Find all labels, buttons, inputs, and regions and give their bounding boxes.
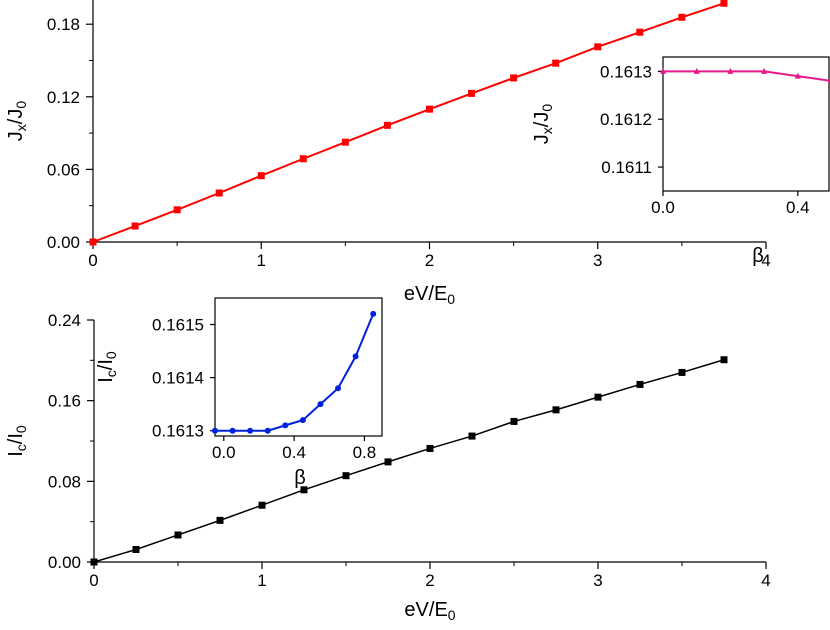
data-point	[794, 72, 801, 79]
x-tick-label: 3	[593, 251, 602, 270]
data-point	[257, 172, 265, 180]
x-tick-label: 1	[257, 251, 266, 270]
y-tick-label: 0.1615	[152, 316, 204, 335]
x-axis-title: eV/E0	[404, 283, 455, 307]
y-tick-label: 0.1612	[600, 110, 652, 129]
data-point	[300, 486, 308, 494]
series-line	[215, 313, 375, 432]
data-point	[510, 417, 518, 425]
bottom-main: 0 1 2 3 4 0.00 0.08 0.16 0.24 eV/E0 Ic/I0	[5, 311, 771, 623]
data-point	[552, 59, 560, 67]
x-tick-label: 2	[425, 251, 434, 270]
data-point	[342, 472, 350, 480]
inset-frame	[662, 56, 830, 192]
x-tick-label: 0	[88, 251, 97, 270]
top-main: 0 1 2 3 4 0.00 0.06 0.12 0.18 eV/E0 Jx/J0	[5, 0, 771, 307]
data-point	[727, 67, 734, 74]
data-point	[552, 406, 560, 414]
data-point	[678, 368, 686, 376]
data-point	[594, 43, 602, 51]
data-point	[636, 380, 644, 388]
data-point	[258, 501, 266, 509]
y-tick-label: 0.08	[48, 472, 81, 491]
data-point	[335, 385, 342, 392]
data-point	[264, 427, 271, 434]
y-tick-label: 0.16	[48, 392, 81, 411]
data-point	[341, 138, 349, 146]
data-point	[510, 74, 518, 82]
data-point	[174, 531, 182, 539]
data-point	[426, 105, 433, 113]
data-point	[215, 189, 223, 197]
x-tick-label: 0	[89, 571, 98, 590]
series-line	[92, 2, 725, 243]
data-point	[282, 422, 289, 429]
data-point	[426, 444, 434, 452]
data-point	[89, 238, 97, 246]
data-point	[370, 310, 377, 317]
x-tick-label: 3	[593, 571, 602, 590]
data-point	[216, 516, 224, 524]
inset-frame	[214, 297, 383, 437]
y-tick-label: 0.1613	[152, 422, 204, 441]
y-axis-title: Ic/I0	[5, 425, 29, 457]
x-tick-label: 0.4	[786, 198, 810, 217]
y-tick-label: 0.1614	[152, 369, 204, 388]
data-point	[693, 67, 700, 74]
data-point	[317, 401, 324, 408]
data-point	[468, 89, 476, 97]
data-point	[384, 458, 392, 466]
data-point	[761, 67, 768, 74]
data-point	[352, 353, 359, 360]
y-tick-label: 0.06	[47, 160, 80, 179]
y-tick-label: 0.24	[48, 311, 81, 330]
data-point	[299, 155, 307, 163]
y-tick-label: 0.1613	[600, 62, 652, 81]
data-point	[212, 427, 218, 434]
data-point	[660, 67, 666, 74]
x-tick-label: 0.8	[353, 443, 377, 462]
data-point	[90, 558, 98, 566]
data-point	[636, 28, 644, 36]
data-point	[173, 206, 181, 214]
y-axis-title: Jx/J0	[531, 104, 555, 145]
y-tick-label: 0.12	[47, 88, 80, 107]
x-tick-label: 4	[761, 251, 770, 270]
y-tick-label: 0.00	[47, 233, 80, 252]
y-tick-label: 0.00	[48, 553, 81, 572]
x-tick-label: 0.4	[282, 443, 306, 462]
data-point	[131, 222, 139, 230]
x-tick-label: 2	[425, 571, 434, 590]
x-axis-title: eV/E0	[404, 599, 455, 623]
data-point	[720, 356, 728, 364]
y-axis-title: Ic/I0	[95, 351, 119, 383]
data-point	[383, 121, 391, 129]
data-point	[678, 13, 686, 21]
data-point	[720, 0, 728, 7]
data-point	[468, 432, 476, 440]
x-tick-label: 0.0	[651, 198, 675, 217]
x-axis-title: β	[294, 467, 306, 489]
x-tick-label: 1	[257, 571, 266, 590]
data-point	[594, 393, 602, 401]
x-tick-label: 0.0	[212, 443, 236, 462]
x-axis-title: β	[752, 245, 764, 267]
y-axis-title: Jx/J0	[5, 101, 29, 142]
data-point	[229, 427, 236, 434]
y-tick-label: 0.18	[47, 15, 80, 34]
data-point	[132, 545, 140, 553]
series-line	[93, 359, 725, 563]
data-point	[247, 427, 254, 434]
y-tick-label: 0.1611	[601, 158, 652, 177]
series-line	[663, 70, 830, 82]
bottom-inset: 0.0 0.4 0.8 0.1613 0.1614 0.1615 β Ic/I0	[95, 297, 383, 489]
data-point	[299, 417, 306, 424]
x-tick-label: 4	[761, 571, 770, 590]
